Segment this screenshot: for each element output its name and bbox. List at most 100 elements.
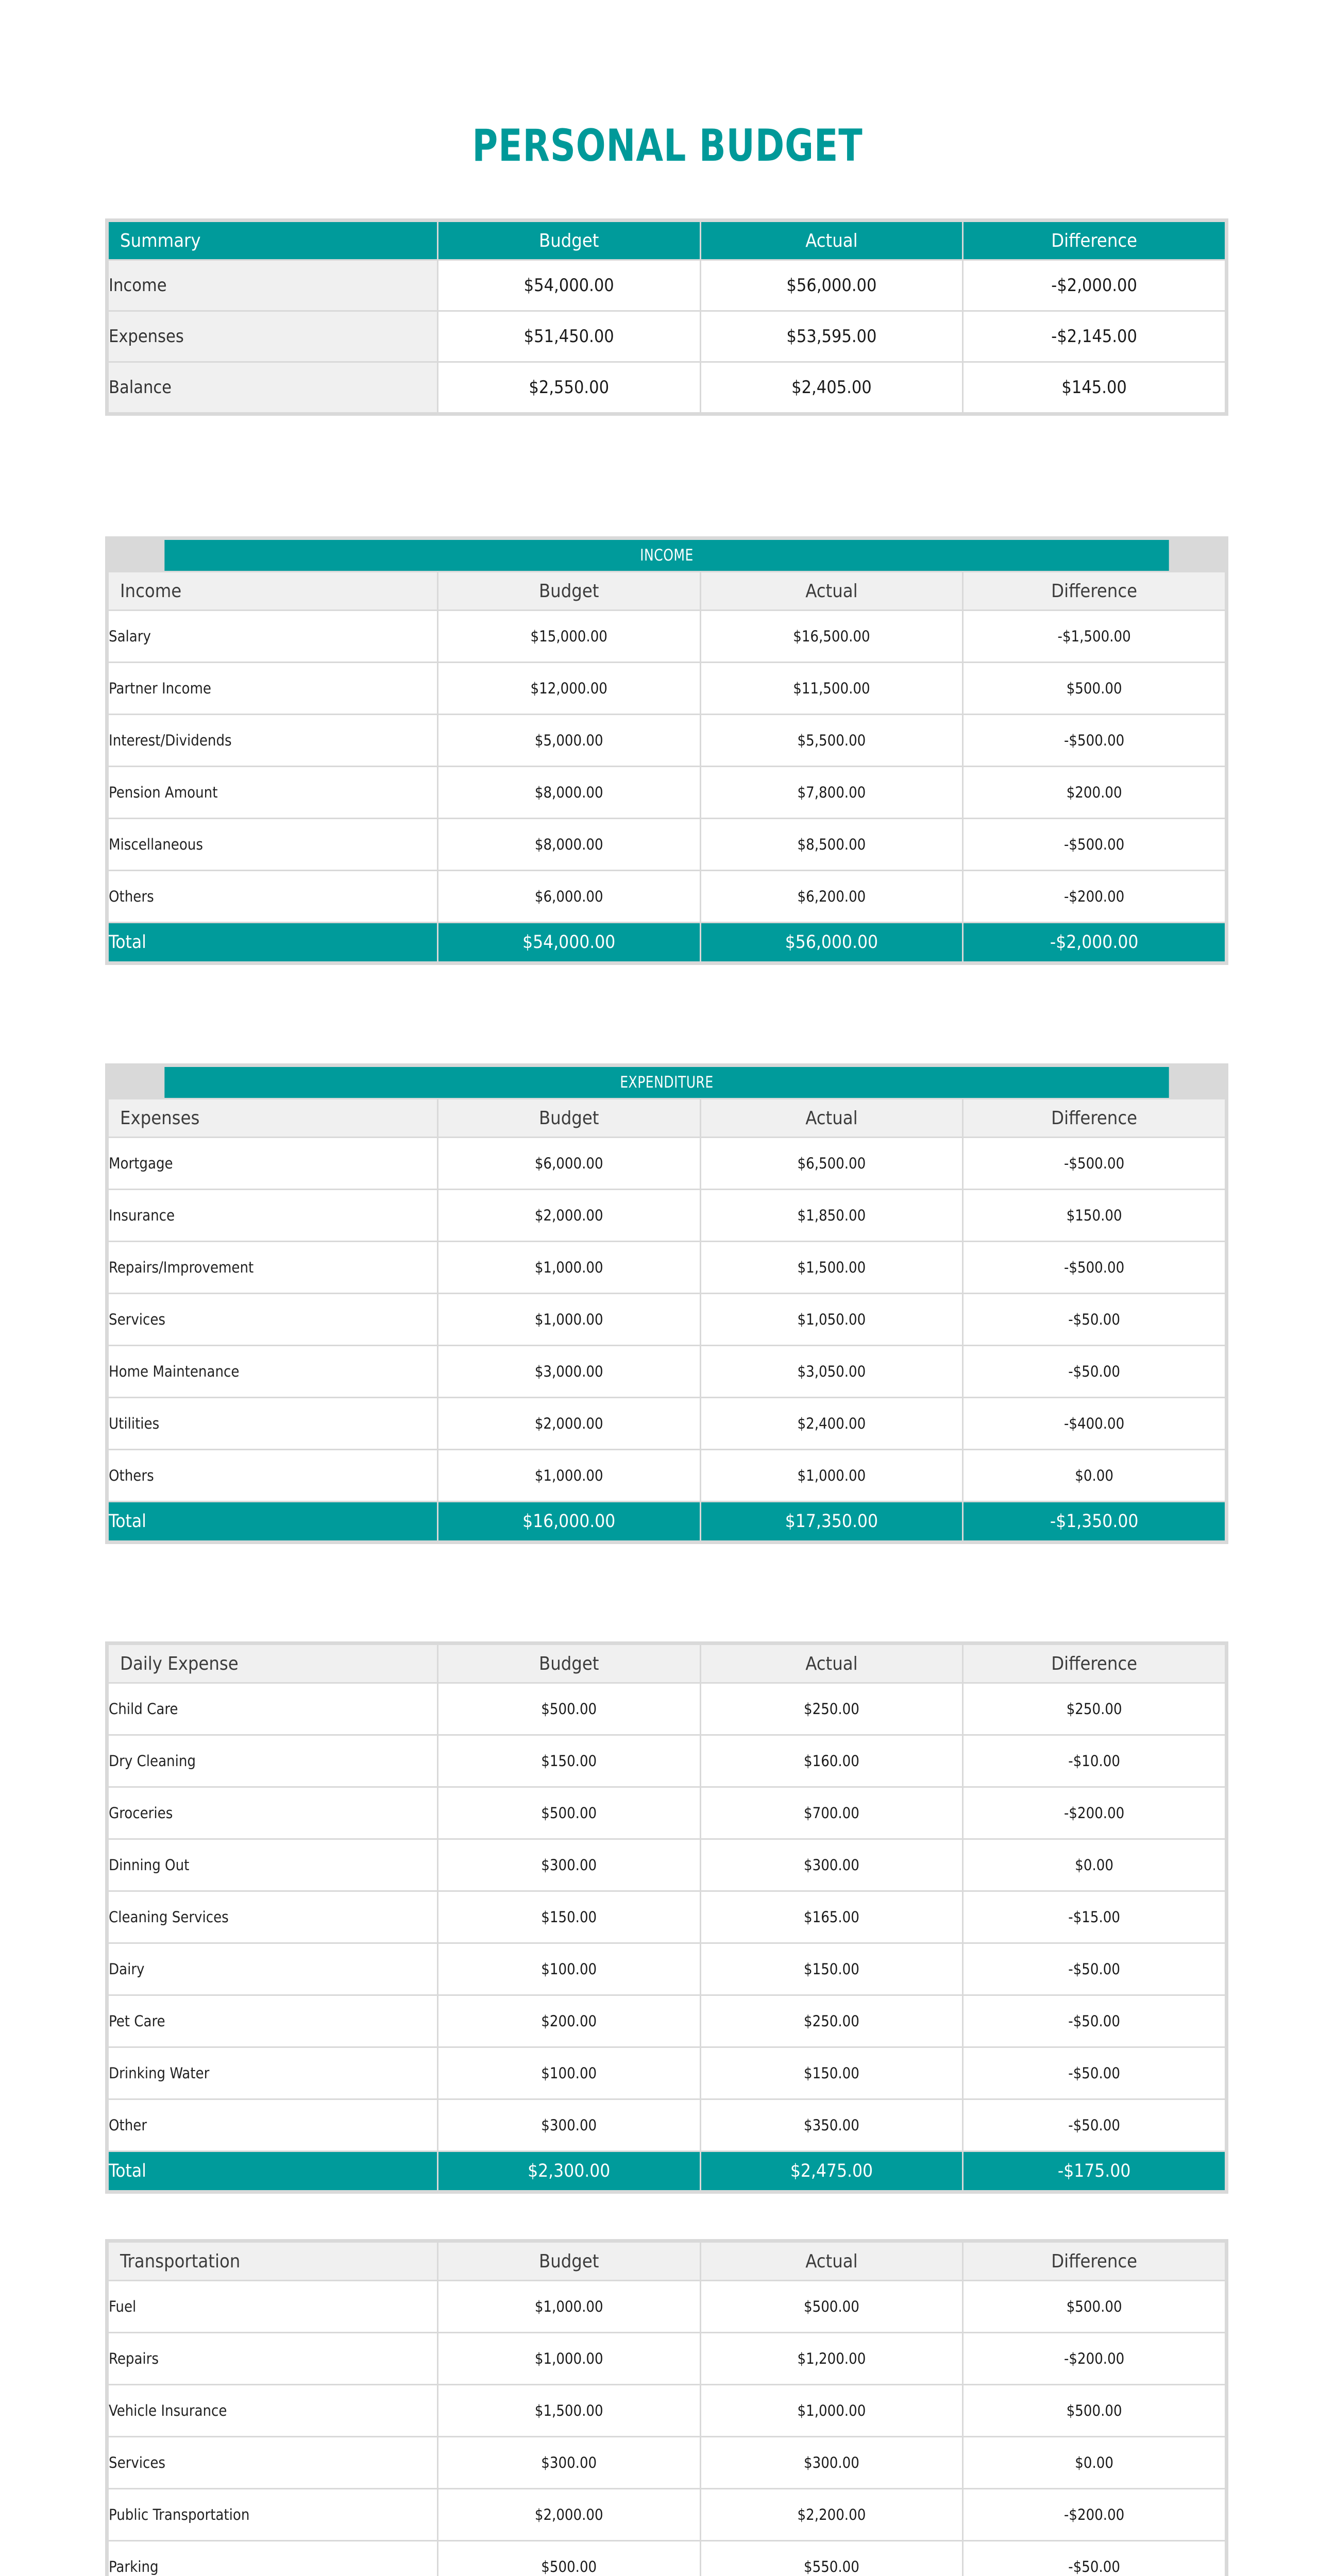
section-banner-row: EXPENDITURE — [109, 1067, 1225, 1098]
row-label: Balance — [109, 363, 437, 412]
section-table-block: EXPENDITURE Expenses Budget Actual Differenc… — [105, 1063, 1228, 1544]
cell-difference: $200.00 — [964, 767, 1225, 818]
cell-budget: $150.00 — [438, 1736, 700, 1786]
table-row[interactable]: Balance $2,550.00 $2,405.00 $145.00 — [109, 363, 1225, 412]
table-total-row: Total $54,000.00 $56,000.00 -$2,000.00 — [109, 923, 1225, 961]
total-actual: $17,350.00 — [701, 1502, 962, 1540]
table-header-row: Income Budget Actual Difference — [109, 572, 1225, 609]
table-row[interactable]: Fuel $1,000.00 $500.00 $500.00 — [109, 2281, 1225, 2332]
table-header-row: Summary Budget Actual Difference — [109, 222, 1225, 259]
cell-difference: $0.00 — [964, 1450, 1225, 1501]
row-label: Home Maintenance — [109, 1346, 437, 1397]
cell-budget: $6,000.00 — [438, 1138, 700, 1189]
table-row[interactable]: Repairs/Improvement $1,000.00 $1,500.00 -$5… — [109, 1242, 1225, 1293]
table-row[interactable]: Home Maintenance $3,000.00 $3,050.00 -$50.0… — [109, 1346, 1225, 1397]
table-row[interactable]: Interest/Dividends $5,000.00 $5,500.00 -$50… — [109, 715, 1225, 766]
cell-budget: $8,000.00 — [438, 767, 700, 818]
cell-actual: $500.00 — [701, 2281, 962, 2332]
cell-difference: $145.00 — [964, 363, 1225, 412]
column-header-difference: Difference — [964, 2243, 1225, 2280]
row-label: Dry Cleaning — [109, 1736, 437, 1786]
total-budget: $2,300.00 — [438, 2152, 700, 2190]
summary-table: Summary Budget Actual Difference Income $54,0… — [107, 221, 1226, 414]
cell-difference: -$200.00 — [964, 1788, 1225, 1838]
cell-actual: $150.00 — [701, 2048, 962, 2098]
cell-actual: $300.00 — [701, 2437, 962, 2488]
table-row[interactable]: Services $300.00 $300.00 $0.00 — [109, 2437, 1225, 2488]
table-row[interactable]: Groceries $500.00 $700.00 -$200.00 — [109, 1788, 1225, 1838]
cell-actual: $700.00 — [701, 1788, 962, 1838]
cell-budget: $2,000.00 — [438, 1398, 700, 1449]
table-row[interactable]: Parking $500.00 $550.00 -$50.00 — [109, 2541, 1225, 2576]
cell-difference: -$2,145.00 — [964, 312, 1225, 361]
cell-difference: -$50.00 — [964, 1944, 1225, 1994]
total-difference: -$1,350.00 — [964, 1502, 1225, 1540]
section-table-block: Daily Expense Budget Actual Difference Child… — [105, 1641, 1228, 2194]
table-row[interactable]: Utilities $2,000.00 $2,400.00 -$400.00 — [109, 1398, 1225, 1449]
cell-actual: $550.00 — [701, 2541, 962, 2576]
section-banner-title: EXPENDITURE — [164, 1067, 1169, 1098]
column-header-budget: Budget — [438, 222, 700, 259]
row-label: Parking — [109, 2541, 437, 2576]
table-row[interactable]: Child Care $500.00 $250.00 $250.00 — [109, 1684, 1225, 1734]
row-label: Repairs/Improvement — [109, 1242, 437, 1293]
table-row[interactable]: Dinning Out $300.00 $300.00 $0.00 — [109, 1840, 1225, 1890]
table-row[interactable]: Partner Income $12,000.00 $11,500.00 $500.0… — [109, 663, 1225, 714]
row-label: Pet Care — [109, 1996, 437, 2046]
cell-budget: $12,000.00 — [438, 663, 700, 714]
row-label: Services — [109, 2437, 437, 2488]
total-budget: $54,000.00 — [438, 923, 700, 961]
cell-difference: $0.00 — [964, 1840, 1225, 1890]
cell-actual: $1,050.00 — [701, 1294, 962, 1345]
table-row[interactable]: Repairs $1,000.00 $1,200.00 -$200.00 — [109, 2333, 1225, 2384]
table-row[interactable]: Pet Care $200.00 $250.00 -$50.00 — [109, 1996, 1225, 2046]
row-label: Public Transportation — [109, 2489, 437, 2540]
cell-actual: $2,400.00 — [701, 1398, 962, 1449]
row-label: Salary — [109, 611, 437, 662]
cell-difference: -$10.00 — [964, 1736, 1225, 1786]
table-row[interactable]: Drinking Water $100.00 $150.00 -$50.00 — [109, 2048, 1225, 2098]
cell-budget: $6,000.00 — [438, 871, 700, 922]
table-header-row: Expenses Budget Actual Difference — [109, 1099, 1225, 1137]
total-difference: -$175.00 — [964, 2152, 1225, 2190]
table-row[interactable]: Others $1,000.00 $1,000.00 $0.00 — [109, 1450, 1225, 1501]
column-header-budget: Budget — [438, 2243, 700, 2280]
cell-actual: $250.00 — [701, 1684, 962, 1734]
table-row[interactable]: Miscellaneous $8,000.00 $8,500.00 -$500.00 — [109, 819, 1225, 870]
table-row[interactable]: Income $54,000.00 $56,000.00 -$2,000.00 — [109, 261, 1225, 310]
table-row[interactable]: Expenses $51,450.00 $53,595.00 -$2,145.00 — [109, 312, 1225, 361]
total-actual: $56,000.00 — [701, 923, 962, 961]
table-row[interactable]: Dairy $100.00 $150.00 -$50.00 — [109, 1944, 1225, 1994]
table-row[interactable]: Cleaning Services $150.00 $165.00 -$15.00 — [109, 1892, 1225, 1942]
cell-budget: $1,000.00 — [438, 2333, 700, 2384]
row-label: Repairs — [109, 2333, 437, 2384]
cell-difference: -$50.00 — [964, 1996, 1225, 2046]
cell-actual: $2,405.00 — [701, 363, 962, 412]
row-label: Other — [109, 2100, 437, 2150]
cell-budget: $300.00 — [438, 2100, 700, 2150]
cell-difference: -$500.00 — [964, 1242, 1225, 1293]
column-header-difference: Difference — [964, 1099, 1225, 1137]
cell-budget: $5,000.00 — [438, 715, 700, 766]
table-row[interactable]: Insurance $2,000.00 $1,850.00 $150.00 — [109, 1190, 1225, 1241]
row-label: Partner Income — [109, 663, 437, 714]
table-row[interactable]: Dry Cleaning $150.00 $160.00 -$10.00 — [109, 1736, 1225, 1786]
cell-actual: $16,500.00 — [701, 611, 962, 662]
table-row[interactable]: Pension Amount $8,000.00 $7,800.00 $200.00 — [109, 767, 1225, 818]
cell-budget: $1,000.00 — [438, 1242, 700, 1293]
row-label: Insurance — [109, 1190, 437, 1241]
table-row[interactable]: Public Transportation $2,000.00 $2,200.00-… — [109, 2489, 1225, 2540]
column-header-budget: Budget — [438, 1099, 700, 1137]
table-row[interactable]: Salary $15,000.00 $16,500.00 -$1,500.00 — [109, 611, 1225, 662]
table-row[interactable]: Other $300.00 $350.00 -$50.00 — [109, 2100, 1225, 2150]
table-row[interactable]: Mortgage $6,000.00 $6,500.00 -$500.00 — [109, 1138, 1225, 1189]
table-row[interactable]: Others $6,000.00 $6,200.00 -$200.00 — [109, 871, 1225, 922]
cell-actual: $7,800.00 — [701, 767, 962, 818]
cell-actual: $300.00 — [701, 1840, 962, 1890]
row-label: Mortgage — [109, 1138, 437, 1189]
table-row[interactable]: Vehicle Insurance $1,500.00 $1,000.00 $500.… — [109, 2385, 1225, 2436]
cell-actual: $350.00 — [701, 2100, 962, 2150]
row-label: Services — [109, 1294, 437, 1345]
table-row[interactable]: Services $1,000.00 $1,050.00 -$50.00 — [109, 1294, 1225, 1345]
